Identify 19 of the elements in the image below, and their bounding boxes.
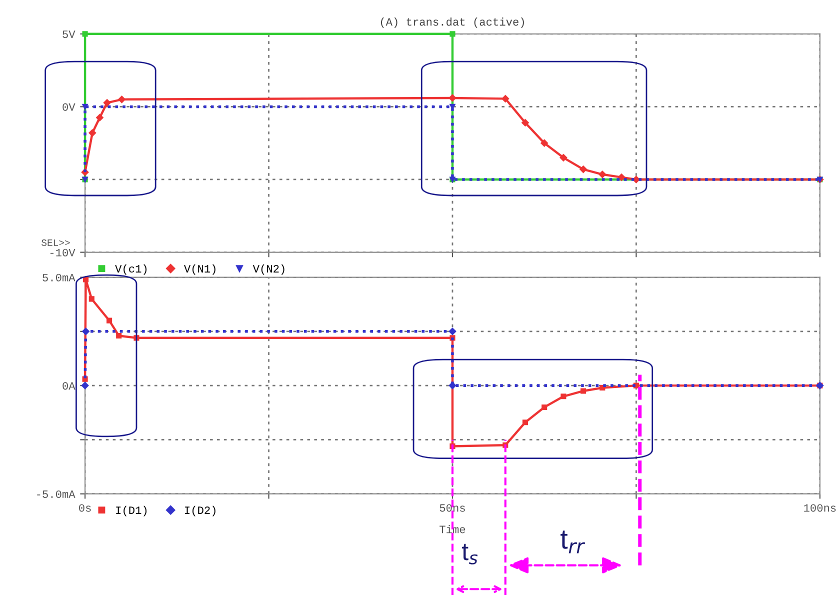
x-tick-label: 0s — [79, 504, 91, 512]
legend-label: V(N2) — [252, 264, 284, 275]
chart-title: (A) trans.dat (active) — [380, 18, 524, 28]
y-tick-label: 0A — [62, 382, 76, 390]
y-tick-label: 5.0mA — [42, 274, 76, 282]
x-tick-label: 50ns — [440, 504, 465, 512]
y-tick-label: -10V — [50, 248, 76, 256]
x-tick-label: 100ns — [804, 504, 836, 512]
y-tick-label: 5V — [62, 30, 76, 38]
legend-label: V(N1) — [184, 264, 216, 275]
text: t$_{s}$ — [462, 544, 478, 564]
legend-label: I(D2) — [185, 506, 216, 516]
legend-label: V(c1) — [115, 264, 147, 275]
legend-label: I(D1) — [116, 506, 147, 516]
text: t$_{rr}$ — [560, 530, 586, 554]
x-axis-title: Time — [440, 525, 466, 534]
y-tick-label: 0V — [62, 103, 76, 111]
y-tick-label: -5.0mA — [37, 490, 76, 498]
text: SEL>> — [42, 239, 70, 246]
